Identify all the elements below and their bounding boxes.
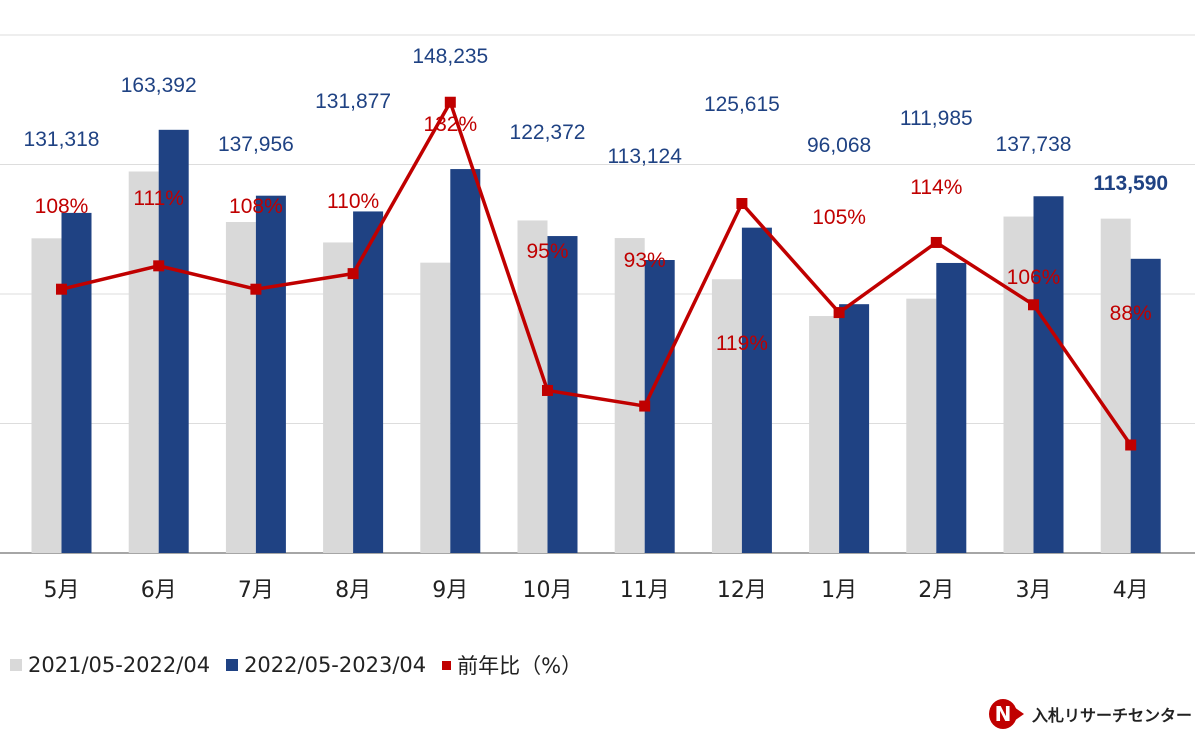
x-tick-label: 2月 [918, 578, 954, 603]
bar-current-year [61, 212, 92, 553]
bar-value-label: 148,235 [412, 45, 488, 68]
yoy-marker [930, 236, 942, 248]
yoy-marker [56, 283, 67, 295]
x-tick-label: 10月 [523, 578, 573, 603]
x-tick-label: 4月 [1113, 578, 1149, 603]
bar-current-year [1130, 258, 1161, 553]
bar-prev-year [420, 262, 451, 553]
yoy-value-label: 119% [716, 332, 768, 355]
bar-prev-year [128, 171, 159, 554]
legend: 2021/05-2022/04 2022/05-2023/04 前年比（%） [10, 650, 598, 680]
yoy-marker [347, 268, 359, 280]
bar-current-year [450, 169, 481, 553]
bar-prev-year [1100, 218, 1131, 554]
bar-prev-year [614, 238, 645, 553]
bar-value-label: 113,590 [1093, 172, 1168, 195]
bar-value-label: 137,956 [218, 133, 294, 156]
legend-swatch-yoy [442, 660, 452, 670]
legend-swatch-current-year [226, 659, 239, 671]
brand-name: 入札リサーチセンター [1032, 706, 1193, 725]
bar-prev-year [1003, 216, 1034, 553]
bar-prev-year [809, 316, 840, 553]
bar-value-label: 122,372 [510, 121, 586, 144]
yoy-marker [639, 400, 651, 412]
yoy-marker [250, 283, 262, 295]
yoy-marker [1125, 439, 1137, 451]
x-tick-label: 5月 [44, 578, 80, 603]
bar-current-year [1033, 196, 1064, 553]
brand-logo-icon: N [989, 699, 1024, 729]
bar-value-label: 111,985 [900, 107, 973, 130]
x-tick-label: 6月 [141, 578, 177, 603]
yoy-marker [444, 96, 456, 108]
bar-value-label: 113,124 [608, 145, 683, 168]
combo-chart: 5月 6月 7月 8月 9月 10月 11月 12月 1月 2月 3月 4月 131,318 163,39… [0, 34, 1195, 603]
yoy-marker [153, 260, 165, 272]
yoy-value-label: 111% [133, 187, 184, 210]
bar-current-year [839, 304, 870, 553]
yoy-value-label: 108% [229, 195, 283, 218]
bar-value-label: 96,068 [807, 134, 871, 157]
legend-swatch-prev-year [10, 659, 22, 671]
legend-label-prev-year: 2021/05-2022/04 [28, 653, 211, 677]
yoy-value-label: 93% [624, 249, 666, 272]
yoy-value-label: 105% [812, 206, 866, 229]
legend-item-current-year: 2022/05-2023/04 [226, 653, 426, 677]
yoy-value-label: 106% [1007, 266, 1061, 289]
yoy-marker [1028, 299, 1039, 311]
bar-prev-year [906, 298, 937, 553]
yoy-value-label: 108% [35, 195, 89, 218]
brand: N 入札リサーチセンター [988, 697, 1192, 731]
x-tick-label: 11月 [620, 578, 670, 603]
bar-current-year [741, 227, 772, 553]
x-tick-label: 8月 [335, 578, 371, 603]
yoy-value-label: 132% [423, 113, 477, 136]
x-tick-label: 9月 [432, 578, 468, 603]
bar-current-year [255, 195, 286, 553]
yoy-value-label: 95% [526, 240, 568, 263]
bar-value-label: 137,738 [996, 133, 1072, 156]
yoy-value-label: 110% [327, 190, 379, 213]
x-tick-label: 12月 [717, 578, 767, 603]
legend-label-current-year: 2022/05-2023/04 [244, 653, 427, 677]
bar-current-year [936, 262, 967, 553]
bar-prev-year [323, 242, 354, 554]
bar-value-label: 163,392 [121, 74, 197, 97]
x-tick-label: 1月 [821, 578, 857, 603]
yoy-value-label: 114% [910, 176, 962, 199]
yoy-marker [542, 384, 553, 396]
bar-value-label: 131,318 [24, 128, 100, 151]
bar-value-label: 125,615 [704, 93, 780, 116]
bar-prev-year [225, 221, 256, 554]
legend-label-yoy: 前年比（%） [457, 654, 583, 678]
x-tick-label: 7月 [238, 578, 274, 603]
brand-logo-letter: N [995, 702, 1012, 726]
legend-item-yoy: 前年比（%） [442, 650, 582, 680]
bar-current-year [158, 129, 189, 554]
yoy-marker [833, 307, 845, 319]
bar-value-label: 131,877 [315, 90, 391, 113]
x-tick-label: 3月 [1016, 578, 1052, 603]
yoy-marker [736, 198, 748, 210]
bar-prev-year [711, 279, 742, 553]
yoy-value-label: 88% [1110, 302, 1152, 325]
legend-item-prev-year: 2021/05-2022/04 [10, 653, 210, 677]
yoy-line [61, 97, 1133, 446]
